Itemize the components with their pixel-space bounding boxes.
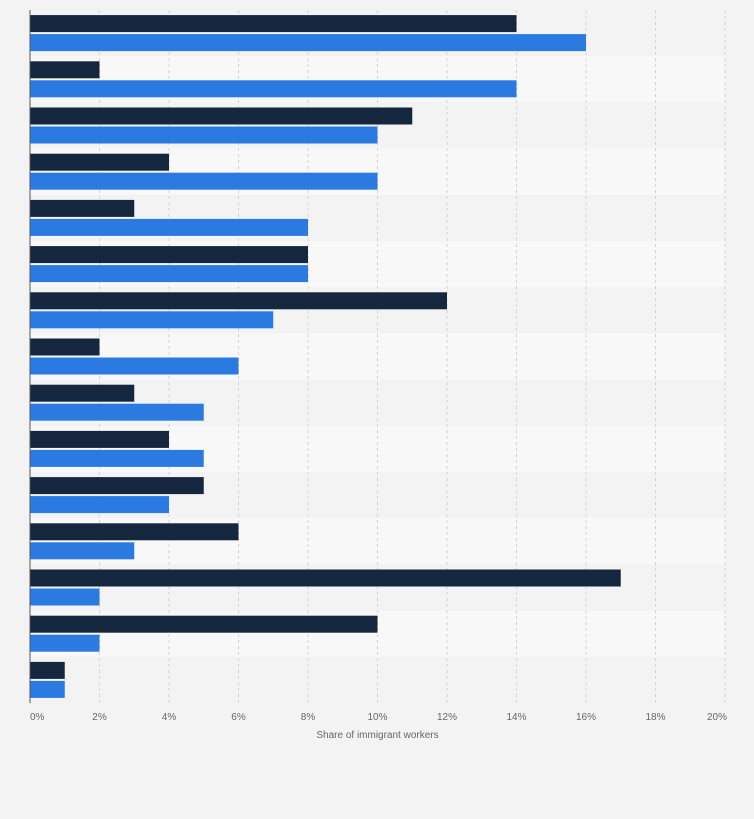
x-tick-label: 14% <box>506 712 526 723</box>
bar <box>30 338 100 356</box>
gridlines <box>99 10 726 703</box>
bar <box>30 246 308 264</box>
bar <box>30 542 135 560</box>
bar <box>30 449 204 467</box>
bar <box>30 661 65 679</box>
bar <box>30 615 378 633</box>
x-tick-label: 12% <box>437 712 457 723</box>
x-tick-label: 8% <box>301 712 316 723</box>
bar <box>30 496 169 514</box>
x-tick-label: 2% <box>92 712 107 723</box>
x-tick-label: 6% <box>231 712 246 723</box>
bar <box>30 357 239 375</box>
bar <box>30 199 135 217</box>
x-tick-label: 10% <box>367 712 387 723</box>
x-tick-label: 0% <box>30 712 45 723</box>
bar <box>30 588 100 606</box>
bar <box>30 61 100 79</box>
bar <box>30 34 586 52</box>
bars <box>30 15 621 698</box>
bar <box>30 126 378 144</box>
bar <box>30 384 135 402</box>
bar <box>30 15 517 33</box>
bar <box>30 569 621 587</box>
bar <box>30 523 239 541</box>
bar <box>30 680 65 698</box>
x-axis-ticks: 0% 2% 4% 6% 8% 10% 12% 14% 16% 18% 20% <box>30 712 727 723</box>
x-tick-label: 20% <box>707 712 727 723</box>
bar <box>30 292 447 310</box>
bar <box>30 153 169 171</box>
bar <box>30 107 413 125</box>
x-tick-label: 16% <box>576 712 596 723</box>
bar <box>30 218 308 236</box>
bar <box>30 311 274 329</box>
x-axis-title: Share of immigrant workers <box>316 730 438 741</box>
bar <box>30 172 378 190</box>
x-tick-label: 4% <box>162 712 177 723</box>
bar <box>30 403 204 421</box>
bar <box>30 477 204 495</box>
bar <box>30 265 308 283</box>
bar <box>30 430 169 448</box>
x-tick-label: 18% <box>645 712 665 723</box>
bar <box>30 80 517 98</box>
bar <box>30 634 100 652</box>
